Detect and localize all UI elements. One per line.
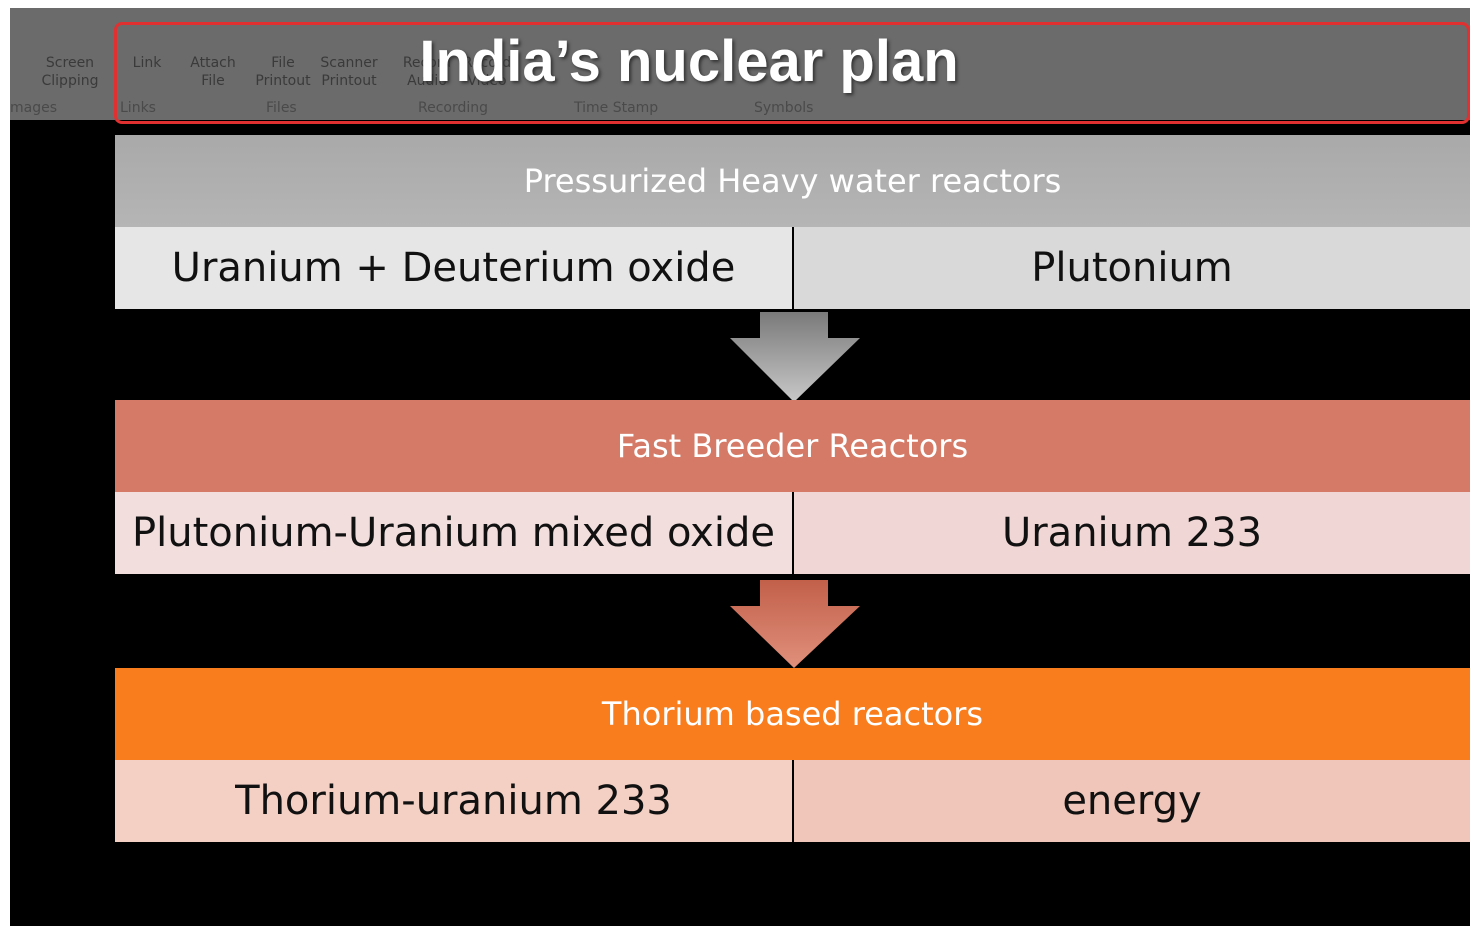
- stage-header: Pressurized Heavy water reactors: [115, 135, 1470, 227]
- arrow: [730, 312, 860, 402]
- stage-output: Uranium 233: [794, 492, 1470, 574]
- page: Screen ClippingLinkAttach FileFile Print…: [0, 0, 1470, 926]
- stage-output: Plutonium: [794, 227, 1470, 309]
- stage-input: Thorium-uranium 233: [115, 760, 792, 842]
- stage-input: Uranium + Deuterium oxide: [115, 227, 792, 309]
- stage-output: energy: [794, 760, 1470, 842]
- stage-header: Thorium based reactors: [115, 668, 1470, 760]
- arrow: [730, 580, 860, 668]
- stage-header: Fast Breeder Reactors: [115, 400, 1470, 492]
- stage-input: Plutonium-Uranium mixed oxide: [115, 492, 792, 574]
